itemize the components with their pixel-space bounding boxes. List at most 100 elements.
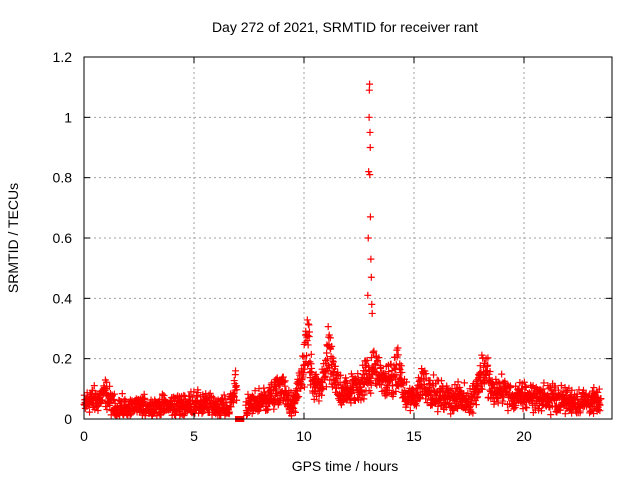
data-point [595,385,603,393]
data-point [141,394,149,402]
data-point [300,361,308,369]
data-point [323,355,331,363]
data-point [520,378,528,386]
axis-ticks [83,56,612,420]
data-point [126,411,134,419]
data-point [233,396,241,404]
data-point [326,334,334,342]
data-point [103,405,111,413]
y-axis-label: SRMTID / TECUs [5,183,21,293]
data-point [307,368,315,376]
data-point [304,331,312,339]
data-point [426,390,434,398]
data-point [206,389,214,397]
x-tick-label: 0 [80,428,88,444]
data-point [507,383,515,391]
y-tick-label: 0.4 [53,290,73,306]
data-point [360,391,368,399]
data-point [523,404,531,412]
x-tick-label: 10 [296,428,312,444]
data-point [454,378,462,386]
data-point [331,362,339,370]
data-point [540,379,548,387]
chart-title: Day 272 of 2021, SRMTID for receiver ran… [212,19,478,35]
x-tick-label: 5 [190,428,198,444]
data-point [295,393,303,401]
data-point [190,388,198,396]
data-point [474,389,482,397]
data-point [401,386,409,394]
data-point [562,388,570,396]
data-point [307,350,315,358]
data-point [273,385,281,393]
data-point [547,411,555,419]
x-tick-label: 20 [516,428,532,444]
data-point [392,361,400,369]
data-point [547,386,555,394]
data-point [279,373,287,381]
x-axis-label: GPS time / hours [292,458,399,474]
data-point [397,362,405,370]
data-point [210,394,218,402]
data-point [229,398,237,406]
data-point [273,374,281,382]
data-point [291,408,299,416]
data-point [392,387,400,395]
data-point [476,369,484,377]
data-point [370,347,378,355]
data-point [194,389,202,397]
data-point [469,409,477,417]
data-point [595,406,603,414]
data-point [232,367,240,375]
data-point [303,316,311,324]
data-point [304,341,312,349]
data-point [315,397,323,405]
data-point [484,361,492,369]
data-point [364,291,372,299]
data-point [478,385,486,393]
data-point [312,370,320,378]
data-point [454,405,462,413]
data-point [512,401,520,409]
data-point [366,144,374,151]
data-point [590,384,598,392]
data-point [365,113,373,121]
data-point [486,367,494,375]
data-point [385,368,393,376]
data-point [270,405,278,413]
y-tick-label: 0.6 [53,230,73,246]
data-point [305,328,313,336]
data-point [106,382,114,390]
data-point [303,352,311,360]
data-point [180,391,188,399]
data-point [375,354,383,362]
data-point [367,389,375,397]
data-point [394,351,402,359]
x-tick-labels: 0 5 10 15 20 [80,428,532,444]
data-point [324,323,332,331]
data-point [367,354,375,362]
data-point [233,386,241,394]
data-point [337,371,345,379]
data-point [437,377,445,385]
data-point [371,379,379,387]
data-point [255,406,263,414]
data-point [255,385,263,393]
y-tick-label: 1.2 [53,49,73,65]
data-point [377,381,385,389]
data-point [220,391,228,399]
data-point [329,358,337,366]
y-tick-label: 0 [64,411,72,427]
data-point [499,397,507,405]
x-tick-label: 15 [406,428,422,444]
data-point [450,407,458,415]
data-point [377,363,385,371]
data-point [597,395,605,403]
data-point [482,355,490,363]
data-point [365,86,373,94]
data-point [576,407,584,415]
data-point [430,371,438,379]
data-point [318,391,326,399]
data-point [364,234,372,242]
